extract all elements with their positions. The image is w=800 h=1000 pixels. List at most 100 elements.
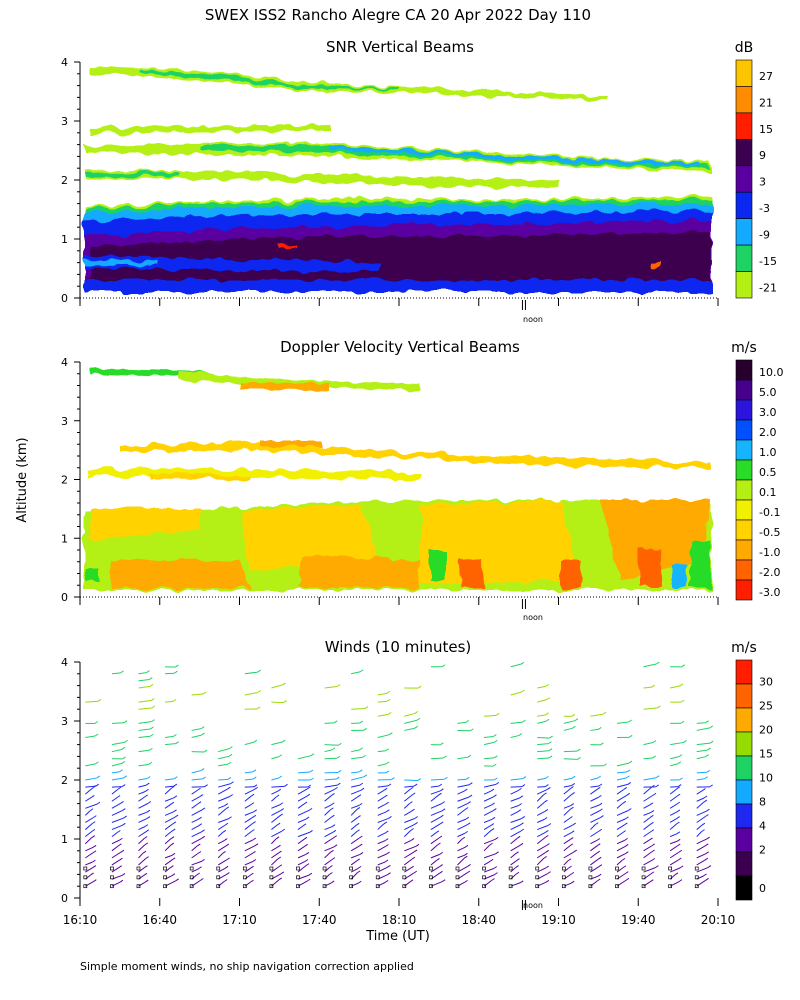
colorbar-segment xyxy=(735,244,753,272)
wind-barb xyxy=(404,881,411,887)
wind-barb-feather xyxy=(521,689,525,693)
wind-barb xyxy=(404,779,418,782)
wind-barb xyxy=(696,790,703,795)
wind-barb-feather xyxy=(387,872,391,876)
dop-bl-green-3 xyxy=(86,570,100,582)
wind-barb-feather xyxy=(200,726,205,730)
wind-barb xyxy=(244,874,251,880)
wind-barb xyxy=(563,845,571,852)
wind-barb-feather xyxy=(650,871,655,875)
wind-barb xyxy=(351,784,360,788)
wind-barb xyxy=(696,742,711,746)
wind-barb xyxy=(616,762,630,767)
wind-barb xyxy=(643,873,652,880)
wind-barb xyxy=(457,866,468,873)
wind-barb xyxy=(350,872,358,880)
wind-barb-feather xyxy=(466,822,471,826)
wind-barb-feather xyxy=(545,683,549,687)
wind-barb xyxy=(590,810,600,816)
wind-barb xyxy=(165,672,175,675)
wind-barb xyxy=(537,714,546,717)
wind-barb xyxy=(85,874,91,880)
wind-barb xyxy=(85,700,98,703)
wind-barb-feather xyxy=(676,831,681,835)
wind-barb-feather xyxy=(336,776,340,780)
wind-barb-feather xyxy=(649,802,654,806)
wind-barb xyxy=(111,867,119,873)
wind-barb xyxy=(271,756,279,760)
wind-barb xyxy=(297,795,308,802)
wind-barb xyxy=(616,777,627,781)
colorbar-label: -0.5 xyxy=(759,526,780,539)
wind-barb xyxy=(536,845,547,852)
wind-barb xyxy=(670,741,684,746)
wind-barb-feather xyxy=(492,763,497,767)
wind-barb-feather xyxy=(307,784,312,788)
wind-barb-feather xyxy=(521,784,526,788)
wind-barb-feather xyxy=(651,684,655,688)
wind-barb xyxy=(483,868,494,873)
wind-barb-feather xyxy=(626,769,631,773)
wind-barb-feather xyxy=(414,725,419,729)
wind-barb-feather xyxy=(655,865,659,869)
wind-barb xyxy=(244,839,254,845)
wind-barb-feather xyxy=(225,843,230,847)
wind-barb xyxy=(537,831,546,838)
x-tick-label: 16:40 xyxy=(142,913,177,927)
wind-barb xyxy=(430,860,437,866)
wind-barb xyxy=(217,867,226,873)
wind-barb-feather xyxy=(543,855,547,859)
colorbar-label: 0 xyxy=(759,882,766,895)
wind-barb-feather xyxy=(358,843,363,847)
wind-barb-feather xyxy=(120,801,124,804)
wind-barb xyxy=(138,831,147,838)
colorbar-segment xyxy=(735,519,753,541)
wind-barb xyxy=(404,851,415,859)
wind-barb-feather xyxy=(414,822,418,825)
wind-barb-feather xyxy=(386,690,390,694)
wind-barb xyxy=(590,804,600,809)
wind-barb xyxy=(111,845,119,852)
wind-barb-feather xyxy=(357,865,362,869)
colorbar-segment xyxy=(735,271,753,299)
wind-barb xyxy=(510,830,521,838)
wind-barb-feather xyxy=(356,829,360,833)
calm-marker xyxy=(83,866,88,871)
wind-barb-feather xyxy=(91,828,96,832)
wind-barb-feather xyxy=(331,747,336,751)
wind-barb-feather xyxy=(283,700,287,703)
x-tick-label: 19:40 xyxy=(621,913,656,927)
wind-barb-feather xyxy=(679,683,684,687)
wind-barb-feather xyxy=(277,856,282,860)
wind-barb-feather xyxy=(94,721,99,724)
wind-barb xyxy=(164,838,172,845)
wind-barb-feather xyxy=(173,795,178,799)
winds-panel: Winds (10 minutes) 0 1 2 3 4 16:10 16:40 17:10… xyxy=(61,638,773,927)
wind-barb-feather xyxy=(415,843,420,847)
wind-barb-feather xyxy=(310,753,315,757)
wind-barb-feather xyxy=(438,792,442,796)
wind-barb xyxy=(696,845,706,852)
wind-barb-feather xyxy=(709,784,713,788)
wind-barb xyxy=(85,861,93,866)
wind-barb-feather xyxy=(464,879,468,883)
calm-marker xyxy=(535,884,540,889)
y-tick-label: 0 xyxy=(61,892,68,905)
colorbar-label: -3 xyxy=(759,202,770,215)
wind-barb xyxy=(643,823,651,830)
wind-barb xyxy=(111,824,123,831)
y-tick-label: 2 xyxy=(61,174,68,187)
wind-barb xyxy=(217,840,225,845)
wind-barb-feather xyxy=(305,816,310,820)
wind-barb xyxy=(271,810,281,816)
wind-barb xyxy=(324,867,330,873)
wind-barb xyxy=(191,770,202,774)
wind-barb-feather xyxy=(545,849,550,853)
colorbar-segment xyxy=(735,359,753,381)
wind-barb-feather xyxy=(144,824,149,828)
wind-barb xyxy=(271,815,280,823)
wind-barb-feather xyxy=(385,801,389,805)
dop-bl-orange-4 xyxy=(600,500,711,580)
wind-barb-feather xyxy=(493,808,497,811)
dop-bl-red-3 xyxy=(640,548,662,586)
